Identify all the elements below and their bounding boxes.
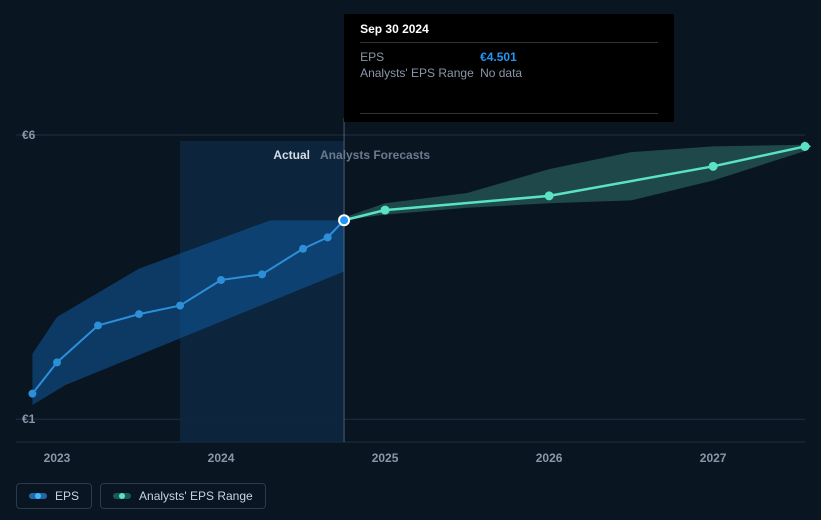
legend-swatch <box>29 493 47 499</box>
legend-label: EPS <box>55 489 79 503</box>
legend-item[interactable]: Analysts' EPS Range <box>100 483 266 509</box>
legend: EPS Analysts' EPS Range <box>16 483 266 509</box>
x-tick-label: 2023 <box>44 451 71 465</box>
x-tick-label: 2024 <box>208 451 235 465</box>
y-tick-label: €1 <box>22 412 35 426</box>
y-tick-label: €6 <box>22 128 35 142</box>
legend-swatch <box>113 493 131 499</box>
region-label-forecast: Analysts Forecasts <box>320 148 430 162</box>
legend-label: Analysts' EPS Range <box>139 489 253 503</box>
tooltip-row-key: EPS <box>360 50 480 64</box>
tooltip-row: Analysts' EPS RangeNo data <box>360 65 658 81</box>
tooltip-row-value: €4.501 <box>480 50 517 64</box>
tooltip-title: Sep 30 2024 <box>360 22 658 43</box>
x-tick-label: 2026 <box>536 451 563 465</box>
region-label-actual: Actual <box>273 148 310 162</box>
legend-item[interactable]: EPS <box>16 483 92 509</box>
tooltip-row: EPS€4.501 <box>360 49 658 65</box>
x-tick-label: 2027 <box>700 451 727 465</box>
tooltip-row-value: No data <box>480 66 522 80</box>
tooltip-row-key: Analysts' EPS Range <box>360 66 480 80</box>
x-tick-label: 2025 <box>372 451 399 465</box>
tooltip: Sep 30 2024 EPS€4.501Analysts' EPS Range… <box>344 14 674 122</box>
